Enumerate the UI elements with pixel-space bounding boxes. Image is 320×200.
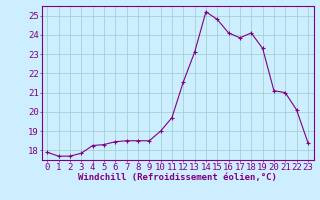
X-axis label: Windchill (Refroidissement éolien,°C): Windchill (Refroidissement éolien,°C) [78,173,277,182]
